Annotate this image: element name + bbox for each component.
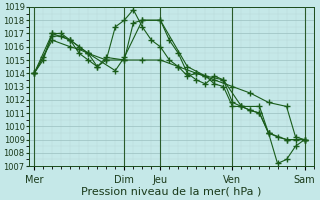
X-axis label: Pression niveau de la mer( hPa ): Pression niveau de la mer( hPa ) [81,187,261,197]
